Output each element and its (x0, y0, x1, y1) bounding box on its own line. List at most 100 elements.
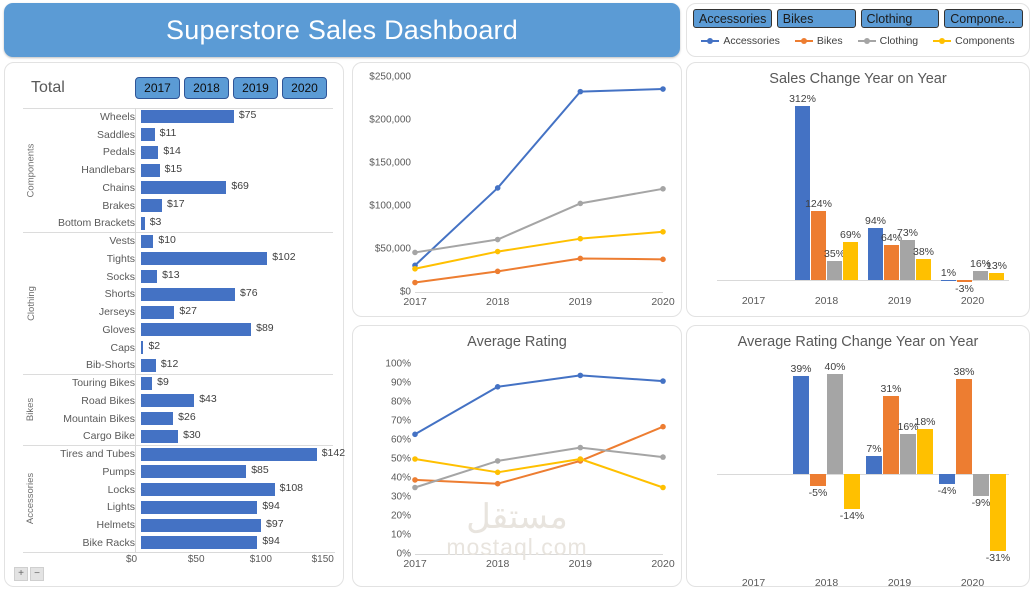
bar-value-label: $9 (157, 375, 169, 388)
zoom-out-icon[interactable]: − (30, 567, 44, 581)
bar-segment (141, 234, 154, 248)
table-row: Jerseys $27 (39, 303, 339, 321)
x-tick-label: 2019 (887, 295, 912, 307)
x-tick-label: 2018 (485, 296, 510, 308)
bar-track: $69 (141, 180, 339, 195)
bar-value-label: 38% (953, 365, 975, 378)
category-slicer-accessories[interactable]: Accessories (693, 9, 772, 28)
legend-label: Components (955, 35, 1015, 47)
bar-segment (900, 239, 915, 281)
bar-segment (900, 433, 916, 474)
bar-group-axis: Components Clothing Bikes Accessories (23, 108, 39, 552)
bar-category-label: Bike Racks (82, 536, 135, 549)
bar-value-label: $17 (167, 198, 185, 211)
category-slicer-compone[interactable]: Compone... (944, 9, 1023, 28)
legend-item-bikes: Bikes (794, 35, 843, 47)
table-row: Brakes $17 (39, 197, 339, 215)
bar-category-label: Locks (107, 483, 135, 496)
bar-chart-header: Total 2017 2018 2019 2020 (5, 63, 343, 99)
bar-category-label: Bottom Brackets (57, 217, 135, 230)
table-row: Bike Racks $94 (39, 534, 339, 552)
year-slicer-2020[interactable]: 2020 (282, 77, 327, 99)
bar-value-label: 94% (864, 214, 887, 227)
bar-value-label: $102 (272, 251, 296, 264)
average-rating-chart-title: Average Rating (467, 334, 567, 350)
bar-value-label: 38% (912, 246, 935, 259)
table-row: Gloves $89 (39, 321, 339, 339)
bar-track: $142 (141, 447, 345, 461)
bar-category-label: Road Bikes (81, 394, 135, 407)
zoom-controls[interactable]: + − (14, 567, 44, 581)
bar-value-label: 13% (985, 260, 1008, 273)
bar-category-label: Pumps (102, 465, 135, 478)
bar-group-label-text: Clothing (25, 285, 37, 321)
bar-segment (868, 227, 883, 281)
bar-segment (956, 378, 972, 474)
bar-category-label: Pedals (102, 146, 135, 159)
bar-category-label: Helmets (96, 519, 135, 532)
category-slicer-bikes[interactable]: Bikes (776, 9, 856, 28)
table-row: Saddles $11 (39, 126, 339, 144)
bar-value-label: 16% (969, 258, 992, 271)
bar-value-label: $94 (262, 499, 280, 512)
x-tick-label: 2020 (651, 296, 675, 308)
bar-value-label: -9% (971, 497, 991, 509)
bar-category-label: Mountain Bikes (63, 412, 135, 425)
y-tick-label: 70% (390, 415, 411, 427)
category-slicer-clothing[interactable]: Clothing (860, 9, 940, 28)
bar-value-label: -3% (955, 283, 974, 296)
bar-track: $76 (141, 286, 339, 301)
bar-value-label: $15 (164, 162, 183, 175)
bar-value-label: 64% (880, 231, 903, 244)
year-slicer-buttons[interactable]: 2017 2018 2019 2020 (135, 77, 327, 99)
sales-change-chart-title: Sales Change Year on Year (769, 71, 947, 87)
bar-segment (811, 211, 826, 281)
bar-category-label: Wheels (99, 110, 135, 123)
bar-track: $97 (141, 518, 339, 532)
x-tick-label: 2018 (814, 577, 839, 589)
table-row: Helmets $97 (39, 516, 339, 534)
bar-segment (141, 252, 268, 266)
bar-segment (141, 199, 163, 213)
bar-track: $15 (141, 162, 339, 177)
table-row: Lights $94 (39, 499, 339, 517)
y-tick-label: $250,000 (369, 71, 411, 83)
year-slicer-2019[interactable]: 2019 (233, 77, 278, 99)
bar-category-label: Lights (106, 501, 135, 514)
x-tick-label: 2017 (741, 295, 766, 307)
bar-track: $75 (141, 109, 339, 124)
bar-segment (939, 473, 955, 484)
bar-track: $30 (141, 429, 339, 443)
category-slicer-buttons[interactable]: Accessories Bikes Clothing Compone... (693, 9, 1023, 28)
bar-segment (844, 473, 860, 509)
year-slicer-2017[interactable]: 2017 (135, 77, 180, 99)
bar-value-label: $13 (162, 269, 180, 282)
bar-track: $3 (141, 216, 339, 230)
bar-group-label-text: Components (25, 143, 37, 198)
year-slicer-2018[interactable]: 2018 (184, 77, 229, 99)
bar-segment (917, 428, 933, 474)
bar-segment (884, 244, 899, 281)
table-row: Tights $102 (39, 250, 339, 268)
bar-track: $94 (141, 499, 339, 514)
x-tick-label: $150 (311, 554, 334, 565)
table-row: Pumps $85 (39, 463, 339, 481)
bar-segment (141, 465, 247, 479)
bar-value-label: 1% (940, 266, 957, 279)
bar-track: $10 (141, 234, 339, 248)
zoom-in-icon[interactable]: + (14, 567, 28, 581)
series-legend: Accessories Bikes Clothing Components (693, 35, 1023, 47)
legend-marker-icon (857, 38, 876, 44)
table-row: Locks $108 (39, 481, 339, 499)
y-tick-label: $150,000 (369, 157, 411, 169)
table-row: Mountain Bikes $26 (39, 410, 339, 428)
x-tick-label: 2018 (814, 295, 839, 307)
x-tick-label: 2020 (960, 295, 985, 307)
bar-value-label: 7% (866, 443, 882, 455)
average-rating-change-chart-panel: Average Rating Change Year on Year 2017 2… (686, 325, 1030, 589)
bar-track: $94 (141, 535, 339, 550)
bar-value-label: $76 (240, 286, 258, 299)
bar-group-label-bikes: Bikes (23, 374, 39, 445)
line-series-svg (412, 86, 666, 286)
